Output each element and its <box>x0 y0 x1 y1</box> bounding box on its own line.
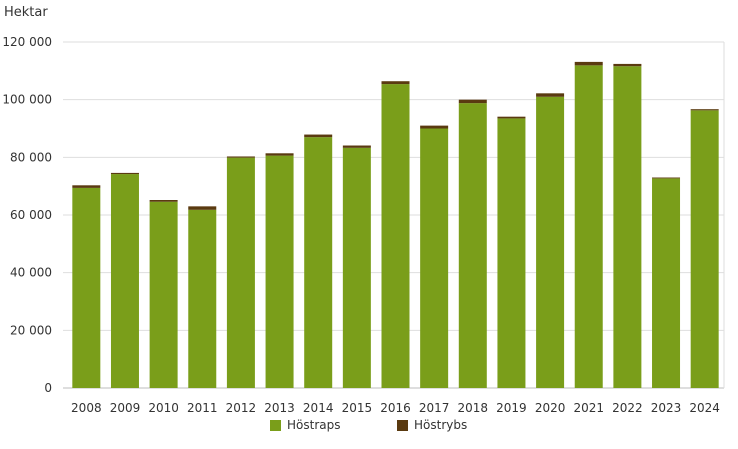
bar-segment-hostraps <box>72 187 101 388</box>
bar-segment-hostraps <box>458 103 487 389</box>
bar-segment-hostrybs <box>458 99 487 104</box>
bar-segment-hostraps <box>536 96 565 389</box>
x-tick-label: 2024 <box>689 401 720 415</box>
y-tick-label: 0 <box>44 381 52 395</box>
bar-segment-hostraps <box>690 110 719 389</box>
x-tick-label: 2014 <box>303 401 334 415</box>
bar-segment-hostraps <box>110 174 139 388</box>
x-tick-label: 2019 <box>496 401 527 415</box>
bar-segment-hostraps <box>265 155 294 388</box>
bar-segment-hostrybs <box>420 125 449 129</box>
bar-segment-hostrybs <box>613 63 642 67</box>
legend-item-hostrybs: Höstrybs <box>397 418 467 432</box>
bar-segment-hostraps <box>188 209 217 388</box>
y-tick-label: 60 000 <box>10 208 52 222</box>
x-tick-label: 2022 <box>612 401 643 415</box>
legend-label-hostrybs: Höstrybs <box>414 418 468 432</box>
bar-segment-hostrybs <box>342 145 371 148</box>
legend-label-hostraps: Höstraps <box>287 418 341 432</box>
bar-segment-hostraps <box>574 65 603 388</box>
legend-swatch-hostrybs <box>397 419 408 431</box>
legend-swatch-hostraps <box>270 419 281 431</box>
y-tick-label: 100 000 <box>2 93 52 107</box>
x-tick-label: 2013 <box>264 401 295 415</box>
bar-segment-hostraps <box>226 157 255 388</box>
bar-segment-hostrybs <box>497 116 526 119</box>
bar-segment-hostrybs <box>652 177 681 179</box>
bar-segment-hostraps <box>420 128 449 388</box>
bar-segment-hostrybs <box>149 200 178 202</box>
bar-segment-hostrybs <box>110 172 139 175</box>
x-tick-label: 2011 <box>187 401 218 415</box>
x-tick-label: 2021 <box>573 401 604 415</box>
y-tick-label: 40 000 <box>10 266 52 280</box>
bar-segment-hostraps <box>149 201 178 388</box>
bar-segment-hostraps <box>381 84 410 388</box>
bar-segment-hostraps <box>613 66 642 388</box>
x-tick-label: 2020 <box>535 401 566 415</box>
bar-segment-hostrybs <box>265 153 294 156</box>
bar-segment-hostrybs <box>304 134 333 138</box>
x-tick-label: 2017 <box>419 401 450 415</box>
bar-segment-hostraps <box>497 118 526 389</box>
bar-segment-hostrybs <box>381 81 410 85</box>
y-axis-title: Hektar <box>4 5 48 20</box>
bar-segment-hostraps <box>342 147 371 388</box>
bar-segment-hostrybs <box>536 93 565 97</box>
bar-segment-hostraps <box>304 137 333 388</box>
x-tick-label: 2009 <box>110 401 141 415</box>
x-tick-label: 2023 <box>651 401 682 415</box>
y-tick-label: 80 000 <box>10 150 52 164</box>
bar-segment-hostrybs <box>226 156 255 158</box>
x-tick-label: 2016 <box>380 401 411 415</box>
bar-segment-hostrybs <box>574 61 603 66</box>
x-tick-label: 2008 <box>71 401 102 415</box>
bar-segment-hostrybs <box>188 206 217 210</box>
bar-segment-hostrybs <box>72 185 101 188</box>
y-tick-label: 20 000 <box>10 323 52 337</box>
bar-segment-hostraps <box>652 178 681 388</box>
bar-segment-hostrybs <box>690 109 719 111</box>
legend-item-hostraps: Höstraps <box>270 418 340 432</box>
y-tick-label: 120 000 <box>2 35 52 49</box>
x-tick-label: 2012 <box>226 401 257 415</box>
x-tick-label: 2010 <box>148 401 179 415</box>
x-tick-label: 2018 <box>458 401 489 415</box>
x-tick-label: 2015 <box>342 401 373 415</box>
